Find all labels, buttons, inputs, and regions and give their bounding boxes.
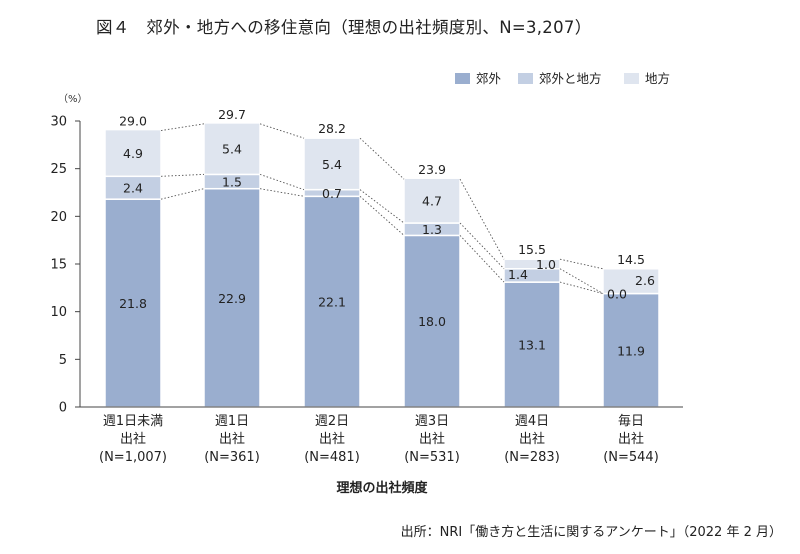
bar-segment (203, 187, 261, 408)
data-label: 21.8 (119, 296, 147, 311)
connector-line (459, 222, 505, 270)
bar-segment (203, 122, 261, 176)
legend-swatch (518, 73, 533, 84)
connector-line (259, 188, 305, 197)
y-tick-label: 10 (50, 305, 67, 320)
connector-line (259, 173, 305, 191)
connector-line (259, 123, 305, 139)
data-label: 4.9 (123, 146, 143, 161)
y-tick-label: 20 (50, 210, 67, 225)
x-tick-label: 出社 (618, 431, 644, 447)
data-label: 22.1 (318, 295, 346, 310)
connector-line (160, 173, 205, 177)
legend-label: 郊外と地方 (539, 71, 602, 86)
y-tick-label: 15 (50, 258, 67, 273)
data-label: 1.5 (222, 175, 242, 190)
y-unit-label: （%） (58, 93, 88, 105)
data-label: 23.9 (418, 162, 446, 177)
data-label: 11.9 (617, 343, 645, 358)
bar-segment (503, 258, 561, 270)
connector-line (559, 281, 604, 294)
x-tick-label: 毎日 (618, 413, 644, 429)
x-axis-title: 理想の出社頻度 (336, 480, 428, 496)
source-note: 出所：NRI「働き方と生活に関するアンケート」（2022 年 2 月） (400, 525, 782, 540)
data-label: 0.7 (322, 186, 342, 201)
data-label: 5.4 (222, 142, 242, 157)
x-tick-label: 出社 (319, 431, 345, 447)
x-tick-label: 出社 (120, 431, 146, 447)
bar-segment (403, 177, 461, 224)
data-label: 0.0 (607, 287, 627, 302)
x-tick-label: 週1日未満 (103, 414, 163, 429)
bar-segment (503, 281, 561, 408)
data-label: 18.0 (418, 314, 446, 329)
data-label: 29.7 (218, 107, 246, 122)
data-label: 1.4 (508, 267, 528, 282)
data-label: 29.0 (119, 114, 147, 129)
data-label: 22.9 (218, 291, 246, 306)
data-label: 1.0 (536, 257, 556, 272)
data-label: 28.2 (318, 121, 346, 136)
data-label: 5.4 (322, 157, 342, 172)
legend-swatch (624, 73, 639, 84)
legend-label: 地方 (645, 71, 670, 86)
bar-segment (104, 128, 162, 178)
y-tick-label: 25 (50, 162, 67, 177)
x-tick-label: 週4日 (515, 414, 549, 429)
connector-line (359, 137, 405, 180)
x-tick-label: 出社 (419, 431, 445, 447)
bar-segment (303, 137, 361, 191)
x-tick-label: (N=481) (304, 450, 360, 465)
connector-line (559, 268, 604, 294)
connector-line (160, 188, 205, 200)
data-label: 1.3 (422, 222, 442, 237)
connector-line (559, 258, 604, 270)
data-label: 2.6 (635, 273, 655, 288)
x-tick-label: (N=1,007) (99, 450, 167, 465)
data-label: 15.5 (518, 242, 546, 257)
data-label: 2.4 (123, 181, 143, 196)
connector-line (359, 195, 405, 236)
x-tick-label: (N=361) (204, 450, 260, 465)
x-tick-label: 週1日 (215, 414, 249, 429)
y-tick-label: 30 (50, 115, 67, 130)
x-tick-label: (N=544) (603, 450, 659, 465)
x-tick-label: (N=283) (504, 450, 560, 465)
x-tick-label: 週3日 (415, 414, 449, 429)
connector-line (459, 178, 505, 260)
data-label: 14.5 (617, 252, 645, 267)
x-tick-label: 出社 (219, 431, 245, 447)
data-label: 4.7 (422, 194, 442, 209)
connector-line (359, 189, 405, 224)
legend-swatch (455, 73, 470, 84)
x-tick-label: 週2日 (315, 414, 349, 429)
data-label: 13.1 (518, 338, 546, 353)
bar-segment (602, 268, 660, 295)
chart-title: 図４ 郊外・地方への移住意向（理想の出社頻度別、N=3,207） (96, 18, 592, 37)
connector-line (459, 235, 505, 283)
connector-line (160, 123, 205, 131)
x-tick-label: (N=531) (404, 450, 460, 465)
bar-segment (403, 234, 461, 408)
x-tick-label: 出社 (519, 431, 545, 447)
legend-label: 郊外 (476, 71, 502, 86)
y-tick-label: 5 (59, 353, 67, 368)
y-tick-label: 0 (59, 401, 67, 416)
bar-segment (303, 195, 361, 408)
